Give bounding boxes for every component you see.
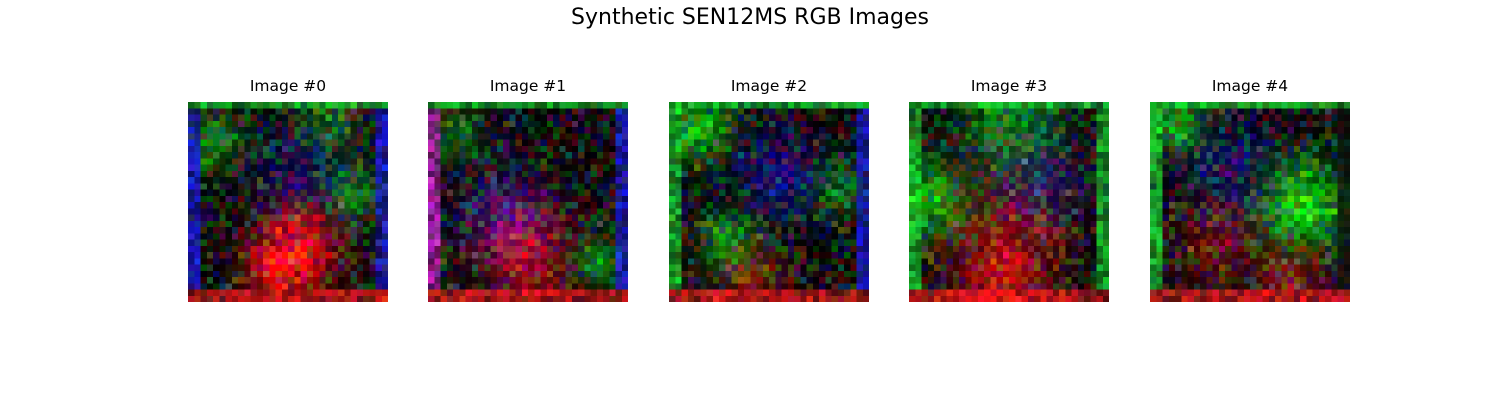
image-title: Image #3 — [970, 77, 1048, 95]
synthetic-rgb-image — [188, 102, 388, 302]
image-title: Image #0 — [249, 77, 327, 95]
image-panel: Image #3 — [909, 76, 1109, 302]
figure-title: Synthetic SEN12MS RGB Images — [571, 5, 929, 30]
image-panel: Image #2 — [669, 76, 869, 302]
image-title: Image #1 — [489, 77, 567, 95]
image-title: Image #2 — [730, 77, 808, 95]
synthetic-rgb-image — [428, 102, 628, 302]
synthetic-rgb-image — [669, 102, 869, 302]
image-panel: Image #0 — [188, 76, 388, 302]
synthetic-rgb-image — [909, 102, 1109, 302]
image-panel: Image #4 — [1150, 76, 1350, 302]
synthetic-rgb-image — [1150, 102, 1350, 302]
image-title: Image #4 — [1211, 77, 1289, 95]
image-panel: Image #1 — [428, 76, 628, 302]
